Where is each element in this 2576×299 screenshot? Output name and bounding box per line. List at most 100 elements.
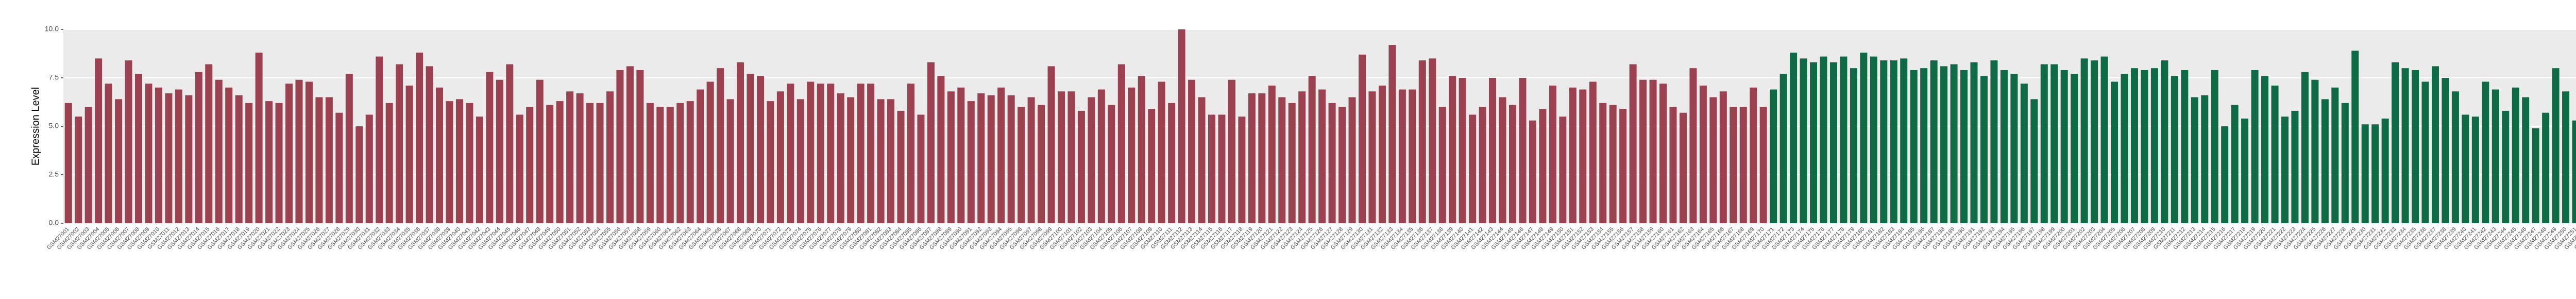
bar	[1318, 89, 1326, 223]
bar	[1438, 107, 1446, 223]
bar	[125, 60, 132, 223]
bar	[235, 95, 243, 223]
bar	[1067, 91, 1075, 223]
bar	[2251, 70, 2259, 223]
bar	[2100, 56, 2108, 223]
bar	[2040, 64, 2048, 224]
bar	[1820, 56, 1827, 223]
bar	[476, 117, 483, 223]
bar	[1519, 78, 1527, 223]
bar	[2301, 72, 2309, 223]
bar	[75, 117, 82, 223]
bar	[405, 86, 413, 224]
bar	[927, 62, 935, 224]
bar	[2271, 86, 2279, 224]
bar	[1629, 64, 1637, 224]
bar	[1298, 91, 1306, 223]
bar	[787, 84, 794, 223]
bar	[767, 101, 774, 223]
bar	[2241, 118, 2249, 223]
bar	[1699, 86, 1707, 224]
bar	[847, 97, 855, 223]
bar	[1168, 103, 1176, 223]
bar	[155, 87, 162, 224]
bar	[225, 87, 233, 224]
bar	[1489, 78, 1497, 223]
bar	[1077, 110, 1085, 223]
y-axis-label: Expression Level	[30, 87, 41, 165]
bar	[1850, 68, 1857, 223]
y-tick-label: 10.0	[45, 25, 59, 33]
bar	[1739, 107, 1747, 223]
bar	[887, 99, 895, 223]
bar	[1890, 60, 1897, 223]
bar	[496, 79, 503, 223]
y-tick-label: 7.5	[49, 73, 59, 81]
bar	[1759, 107, 1767, 223]
bar	[1960, 70, 1968, 223]
bar	[1659, 84, 1667, 223]
bar	[2331, 87, 2339, 224]
bar	[285, 84, 293, 223]
bar	[2141, 70, 2148, 223]
bar	[486, 72, 494, 223]
bar	[275, 103, 283, 223]
bar	[134, 74, 143, 224]
bar	[1609, 105, 1617, 223]
bar	[2381, 118, 2389, 223]
bar	[2171, 76, 2178, 224]
bar	[606, 91, 614, 223]
bar	[1499, 97, 1506, 223]
bar	[105, 84, 112, 223]
bar	[747, 74, 754, 224]
bar	[2050, 64, 2058, 224]
bar	[636, 70, 644, 223]
bar	[145, 84, 152, 223]
bar	[686, 101, 694, 223]
bar	[586, 103, 594, 223]
bar	[1158, 81, 1165, 223]
bar	[2512, 87, 2519, 224]
bar	[1188, 79, 1196, 223]
bar	[2150, 68, 2158, 223]
bar	[295, 79, 303, 223]
bar	[957, 87, 965, 224]
bar	[1097, 89, 1105, 223]
bar	[305, 81, 313, 223]
bar	[355, 126, 363, 223]
bar	[1238, 117, 1246, 223]
bar	[1198, 97, 1206, 223]
bar	[1920, 68, 1928, 223]
bar	[2341, 103, 2349, 223]
bar	[1950, 64, 1958, 224]
bar	[1459, 78, 1466, 223]
bar	[1088, 97, 1095, 223]
bar	[1388, 45, 1396, 223]
bar	[1800, 58, 1807, 224]
bar	[2482, 81, 2489, 223]
bar	[967, 101, 975, 223]
bar	[165, 93, 173, 223]
bar	[2231, 105, 2239, 223]
bar	[2060, 70, 2068, 223]
bar	[385, 103, 393, 223]
bar	[1569, 87, 1577, 224]
bar	[516, 114, 523, 223]
y-tick-label: 0.0	[49, 219, 59, 227]
bar	[1940, 66, 1948, 223]
bar	[2071, 74, 2078, 224]
bar	[717, 68, 724, 223]
bar	[2161, 60, 2168, 223]
bar	[245, 103, 253, 223]
bar	[1509, 105, 1517, 223]
bar	[1138, 76, 1145, 224]
bar	[64, 103, 72, 223]
bar	[556, 101, 564, 223]
bar	[1719, 91, 1727, 223]
bar	[1258, 93, 1266, 223]
bar	[1619, 109, 1627, 223]
bar	[255, 53, 263, 224]
bar	[1108, 105, 1115, 223]
bar	[997, 87, 1005, 224]
bar	[2361, 124, 2369, 223]
